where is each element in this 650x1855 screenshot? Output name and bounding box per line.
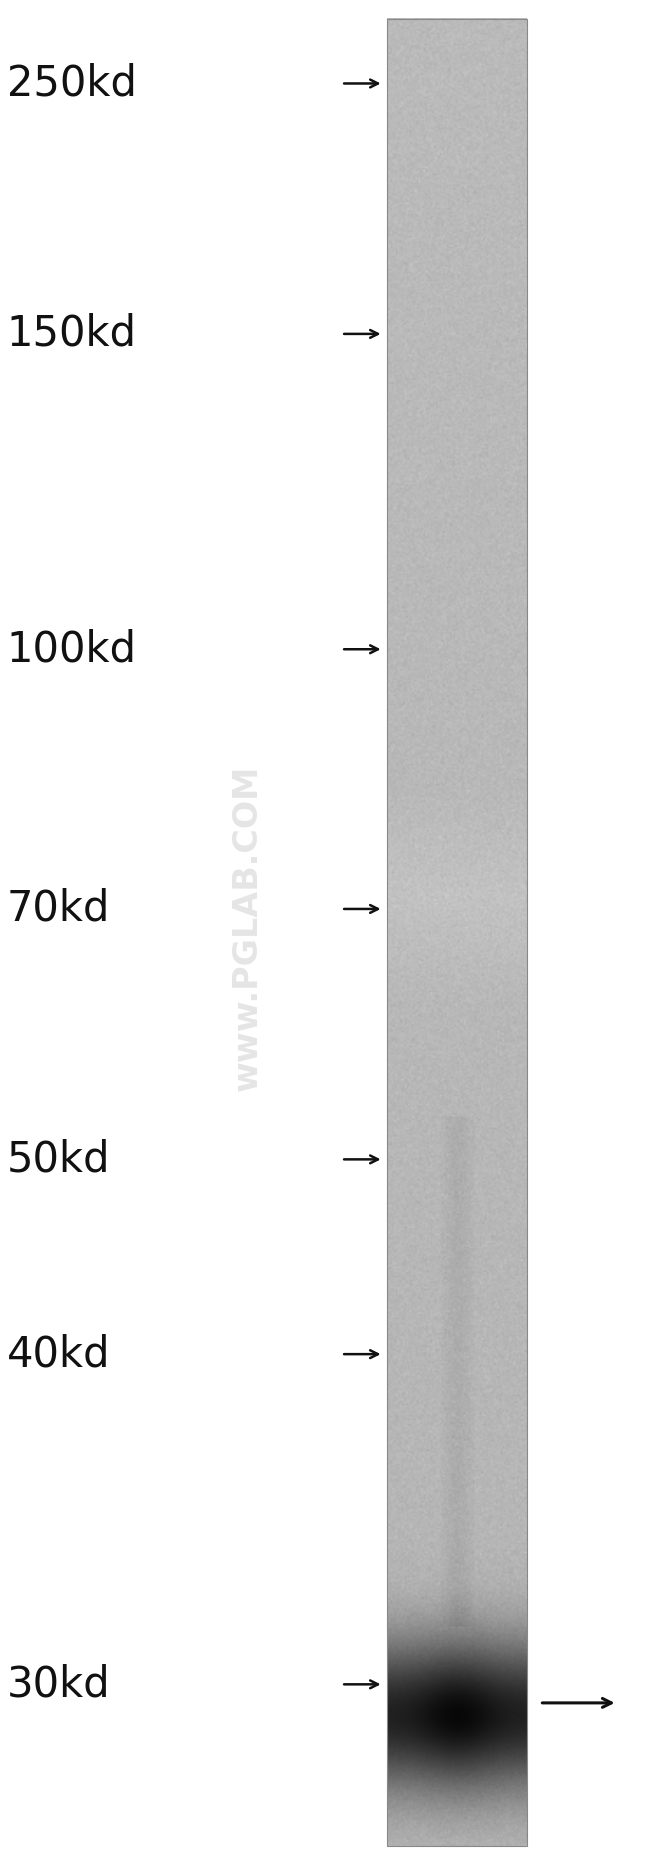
Bar <box>387 19 526 1846</box>
Text: 30kd: 30kd <box>6 1664 110 1705</box>
Text: www.PGLAB.COM: www.PGLAB.COM <box>231 764 263 1091</box>
Text: 40kd: 40kd <box>6 1334 110 1375</box>
Text: 250kd: 250kd <box>6 63 136 104</box>
Text: 50kd: 50kd <box>6 1139 110 1180</box>
Text: 100kd: 100kd <box>6 629 136 670</box>
Text: 70kd: 70kd <box>6 889 110 929</box>
Text: 150kd: 150kd <box>6 313 136 354</box>
